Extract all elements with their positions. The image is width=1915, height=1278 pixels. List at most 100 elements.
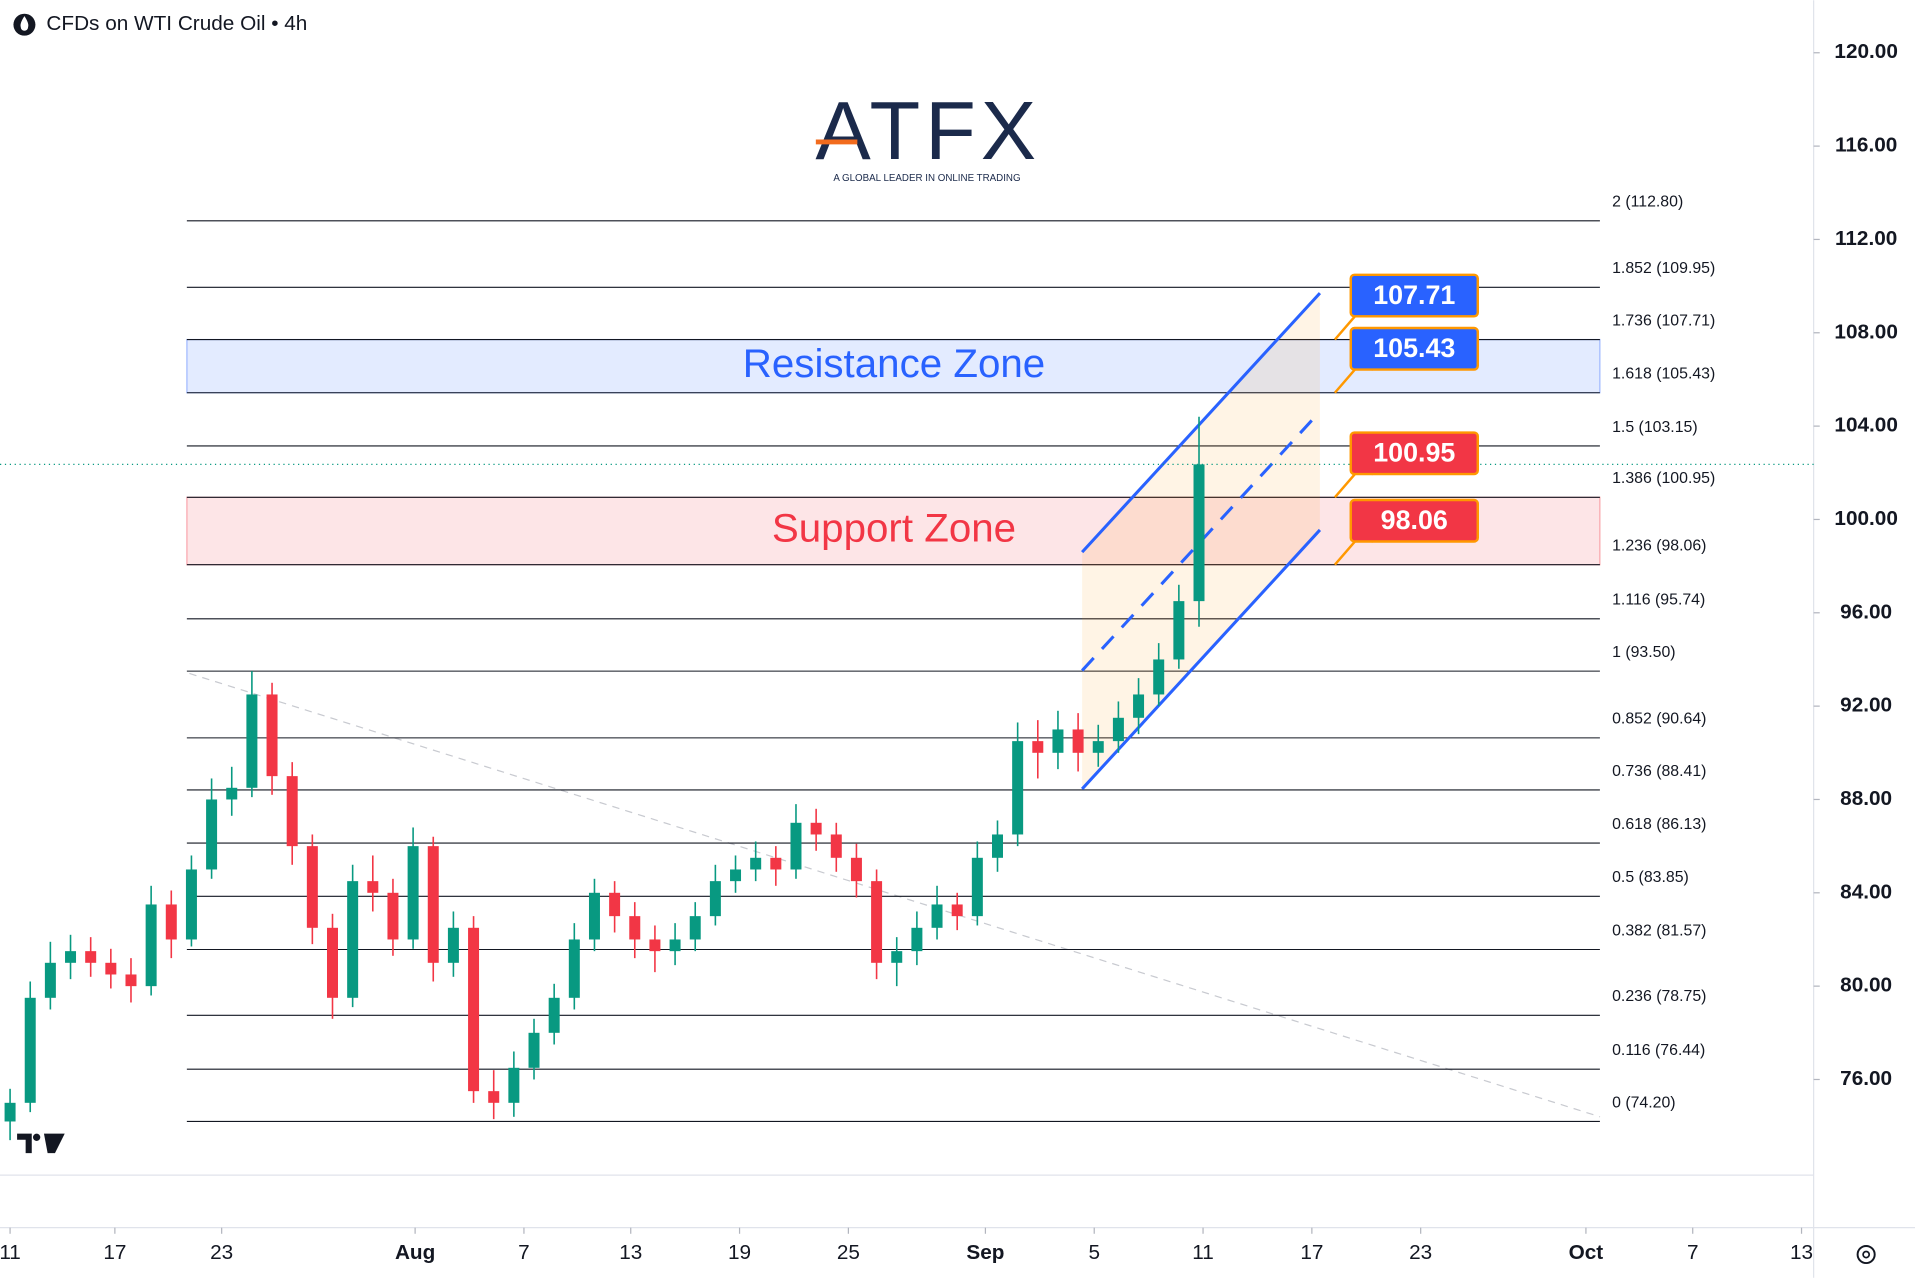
callout-label: 105.43 [1373, 333, 1455, 363]
fib-label: 0.382 (81.57) [1612, 922, 1706, 939]
candle-body [891, 951, 903, 963]
fib-label: 1.5 (103.15) [1612, 419, 1698, 436]
candle-body [327, 927, 338, 998]
callout-label: 100.95 [1373, 438, 1455, 468]
candle-body [871, 881, 883, 963]
candle-body [1052, 729, 1064, 753]
candle-body [649, 939, 661, 952]
candle-body [1092, 741, 1104, 753]
fib-label: 1.236 (98.06) [1612, 538, 1706, 555]
y-tick-label: 88.00 [1840, 787, 1892, 810]
candle-body [810, 822, 822, 835]
callout-label: 98.06 [1381, 505, 1448, 535]
trendline [189, 672, 1601, 1118]
channel-line [1081, 292, 1322, 554]
candle-body [528, 1032, 540, 1068]
candle-body [1173, 601, 1185, 660]
candle-body [44, 962, 56, 998]
candle-body [1032, 741, 1044, 753]
candle-body [1133, 694, 1145, 718]
y-tick-label: 84.00 [1840, 880, 1892, 903]
candle-body [911, 927, 923, 952]
candle-body [226, 787, 238, 800]
fib-label: 0.5 (83.85) [1612, 869, 1689, 886]
candle-body [1012, 741, 1024, 835]
candle-body [609, 892, 621, 917]
settings-icon-core[interactable] [1862, 1250, 1871, 1259]
candle-body [730, 869, 742, 882]
candle-body [246, 694, 258, 788]
candle-body [185, 869, 197, 940]
fib-label: 2 (112.80) [1612, 194, 1683, 211]
tv-logo-part [17, 1133, 32, 1154]
candle-body [206, 799, 218, 870]
y-tick-label: 120.00 [1834, 40, 1897, 63]
x-tick-label: 11 [1192, 1241, 1214, 1264]
candle-body [669, 939, 681, 952]
callout-box [1349, 273, 1479, 318]
zone-label: Support Zone [772, 506, 1016, 551]
candle-body [4, 1102, 16, 1122]
x-tick-label: Sep [966, 1241, 1004, 1264]
candle-body [447, 927, 459, 963]
candle-body [568, 939, 580, 998]
candle-body [1112, 717, 1124, 742]
candle-body [830, 834, 842, 858]
callout-box [1349, 326, 1479, 371]
candle-body [931, 904, 943, 928]
x-tick-label: 25 [837, 1241, 860, 1264]
x-tick-label: 23 [1409, 1241, 1432, 1264]
candle-body [125, 974, 137, 987]
candle-body [1153, 659, 1165, 695]
channel-line [1081, 528, 1322, 790]
logo-tagline: A GLOBAL LEADER IN ONLINE TRADING [833, 173, 1020, 184]
tv-logo-part [43, 1133, 65, 1154]
candle-body [286, 776, 298, 847]
candle-body [387, 892, 399, 940]
candle-body [709, 881, 721, 917]
tv-logo-part [32, 1133, 41, 1141]
x-tick-label: 19 [728, 1241, 751, 1264]
candle-body [850, 857, 862, 882]
y-tick-label: 76.00 [1840, 1067, 1892, 1090]
x-tick-label: 7 [518, 1241, 530, 1264]
candle-body [85, 951, 97, 963]
tradingview-logo [17, 1133, 65, 1154]
callout-box [1349, 431, 1479, 476]
candle-body [588, 892, 600, 940]
fib-label: 1.736 (107.71) [1612, 312, 1715, 329]
candle-body [1072, 729, 1084, 753]
candle-body [689, 916, 701, 940]
candle-body [508, 1067, 520, 1103]
settings-button[interactable] [1856, 1245, 1876, 1265]
y-tick-label: 108.00 [1834, 320, 1897, 343]
y-tick-label: 104.00 [1834, 414, 1897, 437]
candle-body [770, 857, 782, 870]
logo-name: ATFX [815, 84, 1041, 177]
candle-body [24, 997, 36, 1103]
candle-body [427, 846, 439, 963]
fib-label: 1.386 (100.95) [1612, 470, 1715, 487]
candle-body [488, 1091, 500, 1103]
y-tick-label: 112.00 [1835, 227, 1897, 250]
x-tick-label: 5 [1088, 1241, 1100, 1264]
candle-body [367, 881, 379, 893]
fib-label: 1 (93.50) [1612, 644, 1675, 661]
fib-label: 0.852 (90.64) [1612, 711, 1706, 728]
fib-label: 0.618 (86.13) [1612, 816, 1706, 833]
x-tick-label: Aug [395, 1241, 435, 1264]
candle-body [971, 857, 983, 917]
candle-body [951, 904, 963, 917]
x-tick-label: 13 [619, 1241, 642, 1264]
candle-body [629, 916, 641, 940]
symbol-icon-drop [20, 16, 29, 31]
callout-box [1349, 498, 1479, 543]
chart-title: CFDs on WTI Crude Oil • 4h [46, 12, 307, 35]
zone-label: Resistance Zone [743, 341, 1045, 386]
candle-body [468, 927, 480, 1092]
y-tick-label: 100.00 [1834, 507, 1897, 530]
settings-icon[interactable] [1856, 1245, 1876, 1265]
